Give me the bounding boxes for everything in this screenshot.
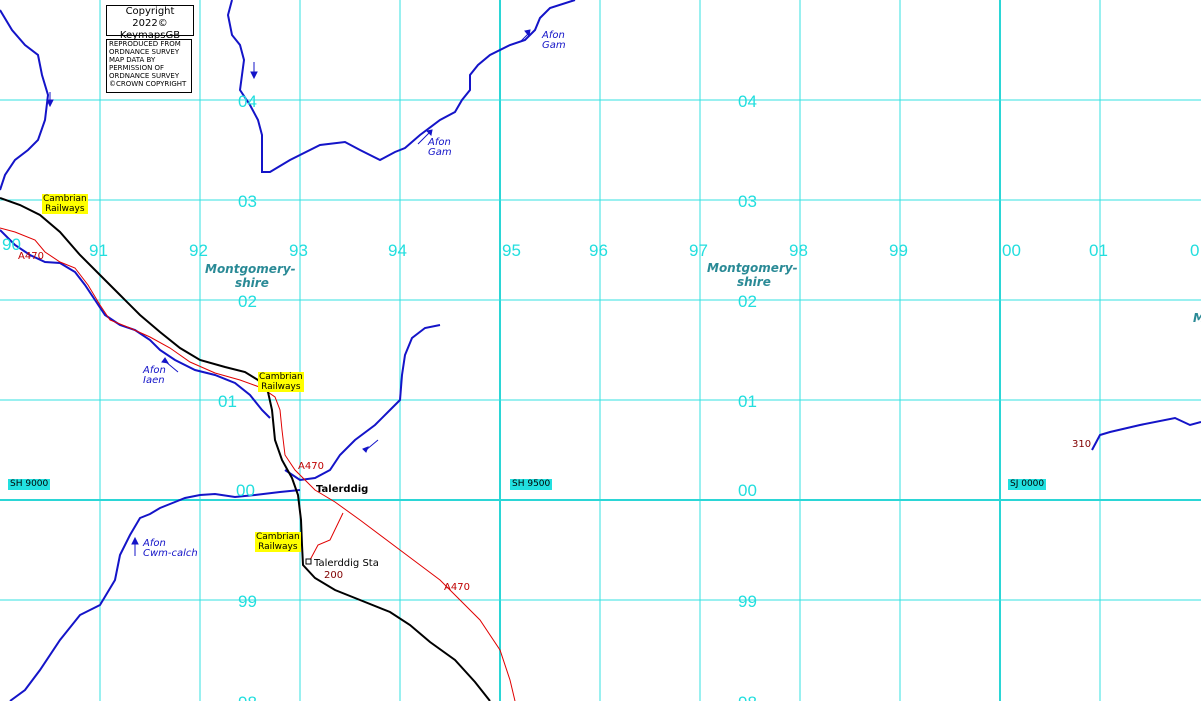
copyright-line: KeymapsGB — [119, 30, 181, 41]
northing-label: 99 — [238, 592, 257, 611]
northing-label: 03 — [738, 192, 757, 211]
road-label: A470 — [18, 251, 44, 262]
easting-label: 96 — [589, 241, 608, 260]
railway-label: Cambrian Railways — [255, 532, 301, 552]
os-line: PERMISSION OF — [109, 64, 165, 72]
roads — [0, 227, 516, 701]
easting-label: 90 — [2, 235, 21, 254]
northing-label: 99 — [738, 592, 757, 611]
northing-label: 01 — [218, 392, 237, 411]
river-label: Afon — [541, 30, 565, 41]
county-label: shire — [737, 275, 771, 289]
spot-height: 310 — [1072, 439, 1091, 450]
river-label: Gam — [542, 40, 566, 51]
easting-label: 99 — [889, 241, 908, 260]
county-label: shire — [235, 276, 269, 290]
river-label: Iaen — [143, 375, 165, 386]
river-label: Afon — [142, 538, 166, 549]
railway-label: Cambrian Railways — [258, 372, 304, 392]
northing-label: 00 — [236, 481, 255, 500]
county-label: M — [1193, 311, 1201, 325]
railway-label: Cambrian Railways — [42, 194, 88, 214]
os-line: MAP DATA BY — [109, 56, 156, 64]
station-marker — [305, 558, 312, 565]
places: Talerddig Talerddig Sta 200 310 — [305, 439, 1091, 581]
northing-label: 03 — [238, 192, 257, 211]
easting-label: 91 — [89, 241, 108, 260]
easting-label: 93 — [289, 241, 308, 260]
northing-label: 98 — [738, 693, 757, 701]
northing-label: 02 — [738, 292, 757, 311]
river-label: Gam — [428, 147, 452, 158]
os-line: REPRODUCED FROM — [109, 40, 181, 48]
easting-label: 92 — [189, 241, 208, 260]
road-label: A470 — [444, 582, 470, 593]
grid-square-label: SJ 0000 — [1008, 479, 1047, 490]
northing-label: 01 — [738, 392, 757, 411]
os-line: ORDNANCE SURVEY — [109, 72, 180, 80]
northing-labels: 04 03 02 01 00 99 98 04 03 02 01 00 99 9… — [218, 92, 757, 701]
county-label: Montgomery- — [707, 261, 798, 275]
river-label: Afon — [142, 365, 166, 376]
northing-label: 04 — [238, 92, 257, 111]
easting-label: 95 — [502, 241, 521, 260]
northing-label: 04 — [738, 92, 757, 111]
os-permission-box: REPRODUCED FROM ORDNANCE SURVEY MAP DATA… — [106, 39, 192, 93]
grid-square-label: SH 9500 — [510, 479, 553, 490]
grid-square-label: SH 9000 — [8, 479, 51, 490]
station-label: Talerddig Sta — [313, 558, 379, 569]
river-label: Afon — [427, 137, 451, 148]
easting-labels: 90 91 92 93 94 95 96 97 98 99 00 01 0 — [2, 235, 1199, 260]
northing-label: 00 — [738, 481, 757, 500]
county-label: Montgomery- — [205, 262, 296, 276]
village-label: Talerddig — [316, 484, 368, 495]
easting-label: 98 — [789, 241, 808, 260]
easting-label: 0 — [1190, 241, 1199, 260]
river-labels: Afon Gam Afon Gam Afon Iaen Afon Cwm-cal… — [142, 30, 566, 559]
copyright-box: Copyright 2022© KeymapsGB — [106, 5, 194, 41]
easting-label: 97 — [689, 241, 708, 260]
road-label: A470 — [298, 461, 324, 472]
easting-label: 01 — [1089, 241, 1108, 260]
northing-label: 98 — [238, 693, 257, 701]
os-line: ORDNANCE SURVEY — [109, 48, 180, 56]
easting-label: 94 — [388, 241, 407, 260]
northing-label: 02 — [238, 292, 257, 311]
os-line: ©CROWN COPYRIGHT — [109, 80, 187, 88]
spot-height: 200 — [324, 570, 343, 581]
county-labels: Montgomery- shire Montgomery- shire M — [205, 261, 1201, 325]
road-labels: A470 A470 A470 — [18, 251, 470, 593]
river-label: Cwm-calch — [143, 548, 198, 559]
copyright-line: Copyright 2022© — [125, 6, 175, 29]
easting-label: 00 — [1002, 241, 1021, 260]
flow-arrows — [46, 29, 531, 556]
railway — [0, 197, 491, 701]
